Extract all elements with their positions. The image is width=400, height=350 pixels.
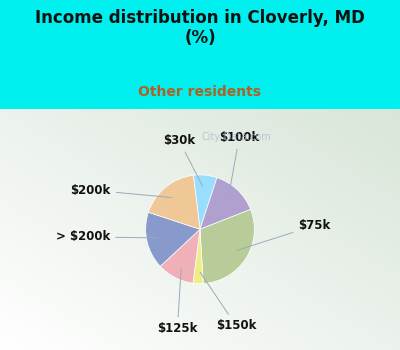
Text: $100k: $100k bbox=[219, 131, 259, 197]
Text: $150k: $150k bbox=[200, 272, 256, 332]
Wedge shape bbox=[148, 175, 200, 229]
Wedge shape bbox=[193, 229, 203, 284]
Text: $75k: $75k bbox=[237, 219, 331, 250]
Text: $30k: $30k bbox=[163, 134, 203, 186]
Text: $200k: $200k bbox=[70, 183, 171, 197]
Text: > $200k: > $200k bbox=[56, 230, 158, 243]
Text: Income distribution in Cloverly, MD
(%): Income distribution in Cloverly, MD (%) bbox=[35, 9, 365, 48]
Text: City-Data.com: City-Data.com bbox=[201, 133, 271, 142]
Wedge shape bbox=[160, 229, 200, 283]
Wedge shape bbox=[200, 209, 254, 284]
Wedge shape bbox=[146, 212, 200, 266]
Wedge shape bbox=[193, 175, 217, 229]
Wedge shape bbox=[200, 178, 250, 229]
Text: Other residents: Other residents bbox=[138, 85, 262, 99]
Text: $125k: $125k bbox=[157, 268, 198, 335]
